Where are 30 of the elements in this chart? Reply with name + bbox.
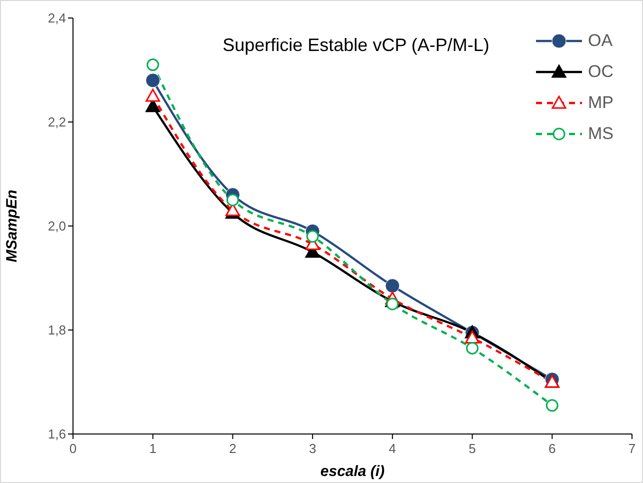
x-tick-label: 5 [468, 441, 476, 456]
point [466, 342, 479, 354]
x-tick-label: 3 [308, 441, 316, 456]
text: Superficie Estable vCP (A-P/M-L) [222, 35, 490, 55]
point [226, 194, 239, 206]
y-tick-label: 2,0 [48, 218, 66, 234]
point [386, 298, 399, 310]
x-tick-label: 4 [388, 441, 396, 456]
legend-label: MS [588, 124, 614, 144]
legend-label: OA [588, 30, 613, 50]
y-tick-label: 2,4 [48, 10, 66, 26]
point [146, 58, 160, 72]
point [546, 399, 558, 412]
point [385, 278, 400, 294]
y-tick-label: 2,2 [48, 114, 66, 130]
x-tick-label: 0 [69, 441, 77, 456]
y-tick-label: 1,8 [48, 322, 66, 338]
legend-label: OC [588, 62, 614, 82]
x-axis-title: escala (i) [320, 463, 385, 480]
legend-label: MP [588, 92, 614, 112]
y-tick-label: 1,6 [48, 426, 66, 442]
x-tick-label: 6 [548, 441, 556, 456]
x-tick-label: 1 [149, 441, 156, 456]
point [465, 330, 480, 344]
y-axis-title: MSampEn [3, 190, 20, 262]
x-tick-label: 2 [229, 441, 236, 456]
point [306, 230, 319, 243]
x-tick-label: 7 [628, 441, 636, 456]
point [146, 88, 160, 102]
point [146, 73, 160, 88]
